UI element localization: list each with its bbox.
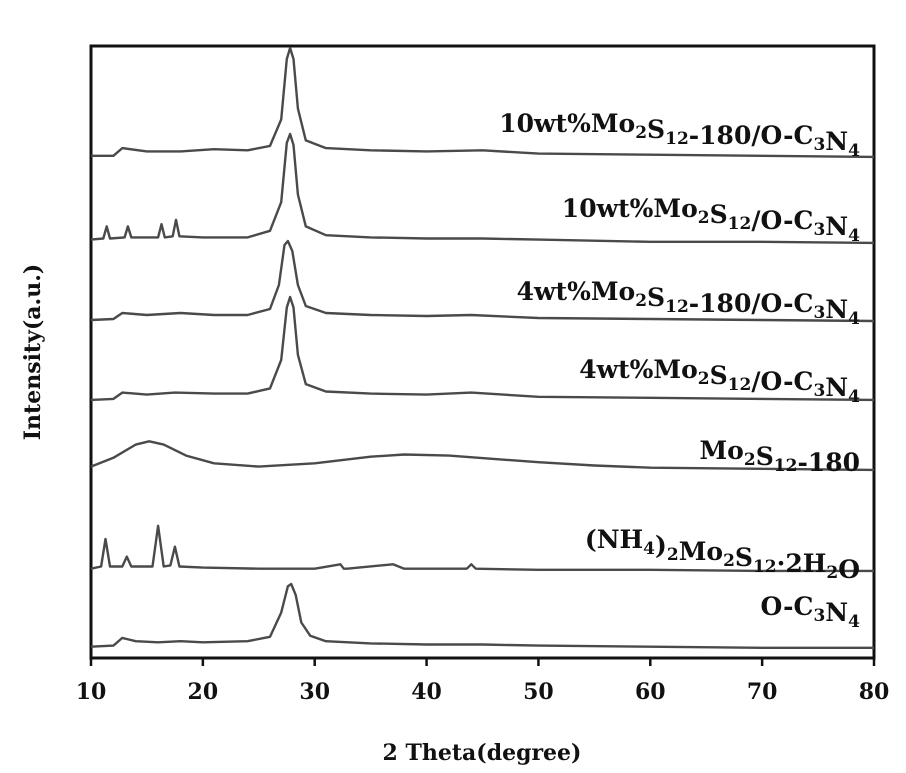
x-tick-label-30: 30 — [299, 679, 330, 705]
series-label-1: 10wt%Mo2S12-180/O-C3N4 — [499, 109, 860, 161]
x-axis-ticks: 10 20 30 40 50 60 70 80 — [76, 658, 890, 705]
series-line-4 — [90, 295, 875, 402]
series-label-5: Mo2S12-180 — [700, 436, 861, 477]
series-line-3 — [90, 239, 875, 323]
x-tick-label-20: 20 — [188, 679, 219, 705]
x-tick-label-40: 40 — [411, 679, 442, 705]
series-line-6 — [90, 524, 874, 573]
series-line-2 — [90, 132, 875, 245]
x-axis-title: 2 Theta(degree) — [383, 740, 582, 766]
series-line-1 — [91, 46, 875, 159]
series-label-layer: 10wt%Mo2S12-180/O-C3N4 10wt%Mo2S12/O-C3N4… — [499, 109, 860, 632]
x-tick-label-70: 70 — [747, 679, 778, 705]
series-label-6: (NH4)2Mo2S12·2H2O — [585, 525, 860, 584]
series-label-4: 4wt%Mo2S12/O-C3N4 — [579, 355, 860, 407]
plot-frame — [89, 44, 876, 660]
series-label-3: 4wt%Mo2S12-180/O-C3N4 — [517, 277, 861, 329]
x-tick-label-10: 10 — [76, 679, 107, 705]
series-line-7 — [90, 582, 874, 649]
series-label-2: 10wt%Mo2S12/O-C3N4 — [562, 194, 860, 246]
x-tick-label-80: 80 — [859, 679, 890, 705]
x-tick-label-50: 50 — [523, 679, 554, 705]
x-tick-label-60: 60 — [635, 679, 666, 705]
series-line-5 — [90, 440, 875, 472]
y-axis-title: Intensity(a.u.) — [20, 264, 46, 441]
series-layer — [90, 46, 875, 649]
series-label-7: O-C3N4 — [760, 592, 860, 632]
